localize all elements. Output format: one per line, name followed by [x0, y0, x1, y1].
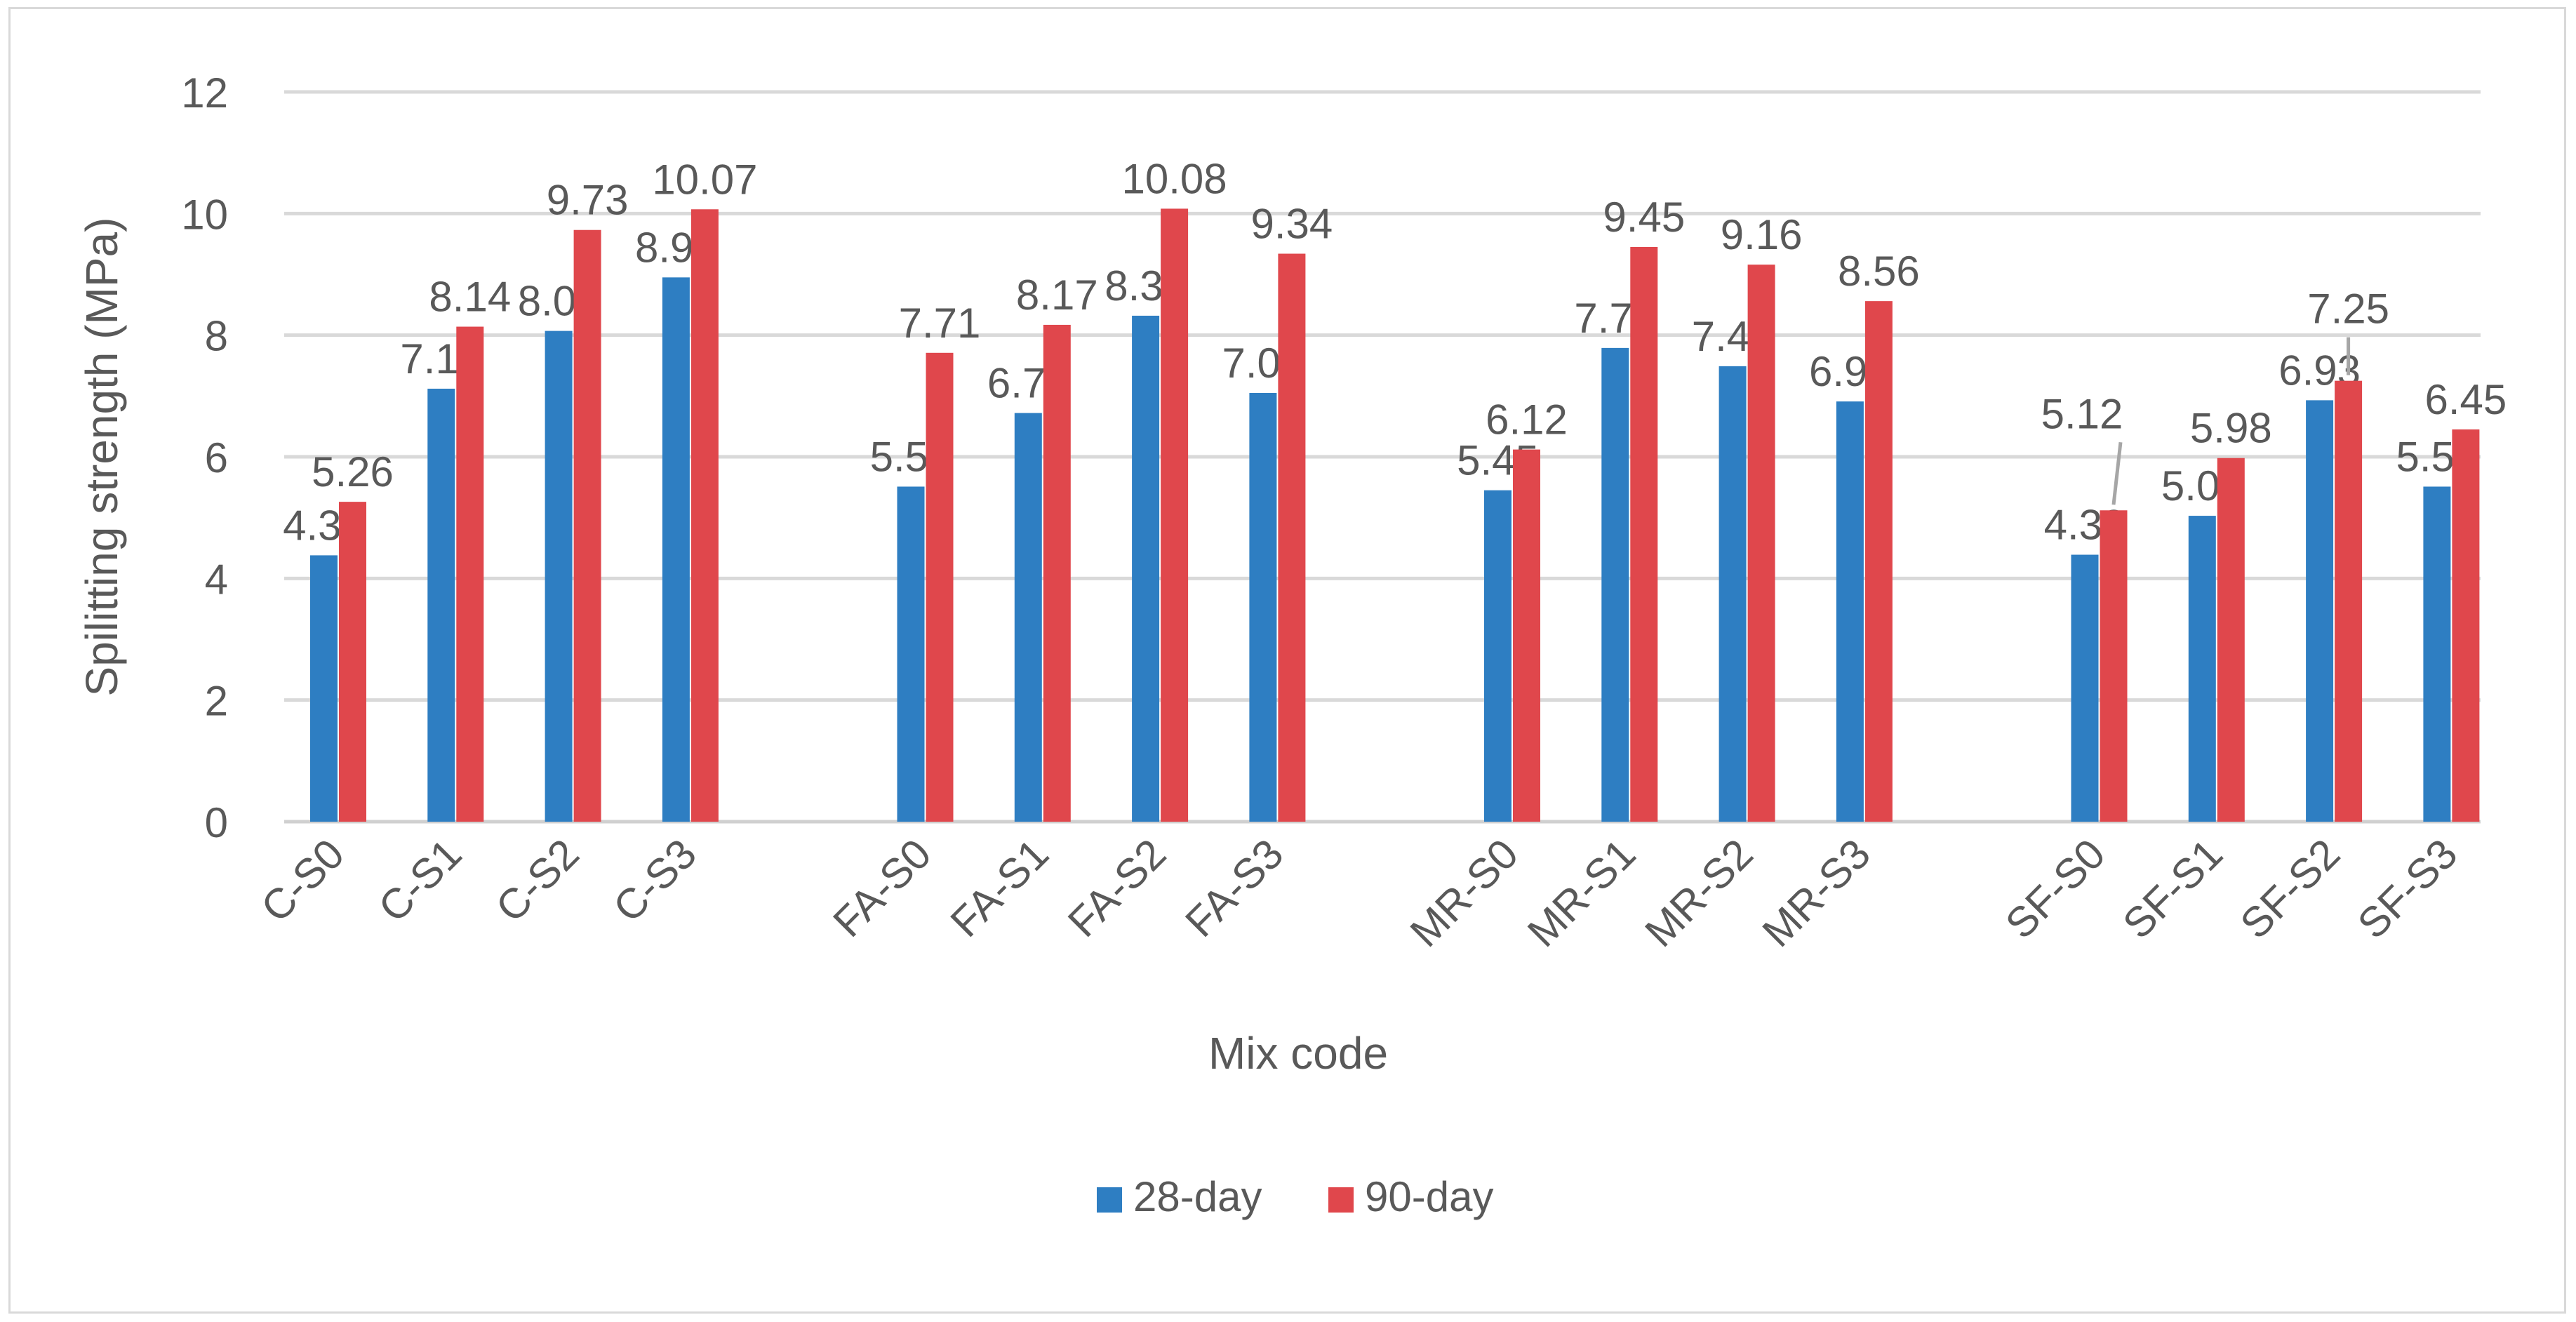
bar-28-day-MR-S2	[1719, 366, 1747, 822]
x-tick-label-FA-S3: FA-S3	[1176, 830, 1292, 946]
data-label-90-day-SF-S2: 7.25	[2307, 286, 2389, 333]
bar-90-day-C-S0	[339, 502, 366, 822]
legend-label-90-day: 90-day	[1365, 1173, 1493, 1220]
bar-90-day-FA-S2	[1161, 208, 1189, 822]
y-tick-label-10: 10	[181, 191, 228, 238]
data-label-90-day-FA-S1: 8.17	[1016, 272, 1098, 319]
y-tick-label-6: 6	[205, 434, 228, 481]
x-axis-title: Mix code	[1208, 1028, 1388, 1079]
data-label-90-day-C-S3: 10.07	[652, 156, 757, 203]
bar-28-day-MR-S1	[1601, 347, 1629, 822]
bar-28-day-MR-S3	[1836, 401, 1864, 822]
x-tick-label-SF-S3: SF-S3	[2349, 830, 2467, 948]
y-tick-label-0: 0	[205, 799, 228, 846]
x-tick-label-SF-S0: SF-S0	[1996, 830, 2114, 948]
bar-90-day-C-S3	[690, 209, 719, 822]
x-tick-label-MR-S2: MR-S2	[1636, 830, 1761, 956]
bar-90-day-MR-S1	[1630, 247, 1658, 822]
data-label-90-day-SF-S0: 5.12	[2041, 390, 2123, 437]
data-label-90-day-SF-S1: 5.98	[2190, 405, 2272, 452]
bar-90-day-MR-S3	[1864, 301, 1893, 822]
data-label-90-day-MR-S3: 8.56	[1838, 248, 1920, 295]
bar-28-day-C-S0	[310, 555, 338, 822]
x-tick-label-C-S0: C-S0	[252, 830, 353, 931]
bar-28-day-FA-S2	[1132, 315, 1160, 822]
leader-line-90-day-SF-S0	[2111, 441, 2123, 505]
bar-90-day-FA-S3	[1278, 253, 1306, 822]
bar-28-day-C-S3	[662, 277, 690, 822]
data-label-90-day-SF-S3: 6.45	[2425, 376, 2507, 423]
x-tick-label-FA-S1: FA-S1	[942, 830, 1057, 946]
bar-90-day-SF-S2	[2335, 380, 2363, 822]
bar-28-day-SF-S1	[2188, 516, 2216, 822]
bar-28-day-FA-S0	[897, 486, 925, 822]
bar-28-day-SF-S3	[2423, 486, 2451, 822]
data-label-90-day-C-S1: 8.14	[429, 274, 511, 321]
bar-28-day-C-S2	[545, 330, 573, 822]
x-tick-label-MR-S1: MR-S1	[1519, 830, 1644, 956]
data-label-90-day-FA-S3: 9.34	[1251, 201, 1333, 248]
bar-90-day-SF-S0	[2100, 510, 2128, 822]
bar-90-day-MR-S2	[1747, 265, 1775, 822]
data-label-90-day-FA-S0: 7.71	[899, 300, 981, 347]
bar-90-day-FA-S0	[926, 352, 954, 822]
bar-28-day-FA-S3	[1249, 393, 1277, 822]
x-tick-label-MR-S3: MR-S3	[1754, 830, 1879, 956]
x-tick-label-SF-S1: SF-S1	[2114, 830, 2231, 948]
y-tick-label-12: 12	[181, 69, 228, 116]
legend-label-28-day: 28-day	[1133, 1173, 1262, 1220]
x-tick-label-C-S1: C-S1	[369, 830, 470, 931]
bar-90-day-C-S2	[573, 229, 601, 822]
data-label-90-day-C-S2: 9.73	[547, 177, 629, 224]
bar-28-day-SF-S2	[2306, 400, 2334, 822]
bar-90-day-SF-S3	[2452, 429, 2480, 822]
bar-90-day-MR-S0	[1513, 449, 1540, 822]
bar-28-day-MR-S0	[1484, 490, 1511, 822]
y-tick-label-8: 8	[205, 313, 228, 360]
data-label-90-day-MR-S0: 6.12	[1486, 396, 1568, 443]
x-tick-label-FA-S0: FA-S0	[824, 830, 940, 946]
x-tick-label-MR-S0: MR-S0	[1401, 830, 1527, 956]
bar-28-day-FA-S1	[1014, 413, 1042, 822]
x-tick-label-C-S2: C-S2	[487, 830, 588, 931]
legend-swatch-28-day	[1097, 1187, 1122, 1213]
bar-90-day-C-S1	[456, 326, 484, 822]
y-axis-title: Spilitting strength (MPa)	[76, 218, 127, 697]
legend-swatch-90-day	[1328, 1187, 1354, 1213]
y-tick-label-2: 2	[205, 678, 228, 725]
x-tick-label-SF-S2: SF-S2	[2231, 830, 2349, 948]
data-label-90-day-FA-S2: 10.08	[1122, 155, 1227, 202]
data-label-90-day-MR-S2: 9.16	[1721, 211, 1803, 258]
chart-frame: 0 2 4 6 8 10 12 Spilitting strength (MPa) 4.38 7.…	[8, 7, 2566, 1314]
data-label-90-day-MR-S1: 9.45	[1603, 194, 1685, 241]
x-tick-label-C-S3: C-S3	[604, 830, 705, 931]
x-tick-label-FA-S2: FA-S2	[1059, 830, 1175, 946]
bar-90-day-SF-S1	[2217, 458, 2245, 822]
bar-90-day-FA-S1	[1043, 324, 1071, 822]
bar-28-day-SF-S0	[2071, 554, 2099, 822]
y-tick-label-4: 4	[205, 556, 228, 603]
bar-28-day-C-S1	[427, 388, 455, 822]
data-label-90-day-C-S0: 5.26	[312, 448, 394, 495]
